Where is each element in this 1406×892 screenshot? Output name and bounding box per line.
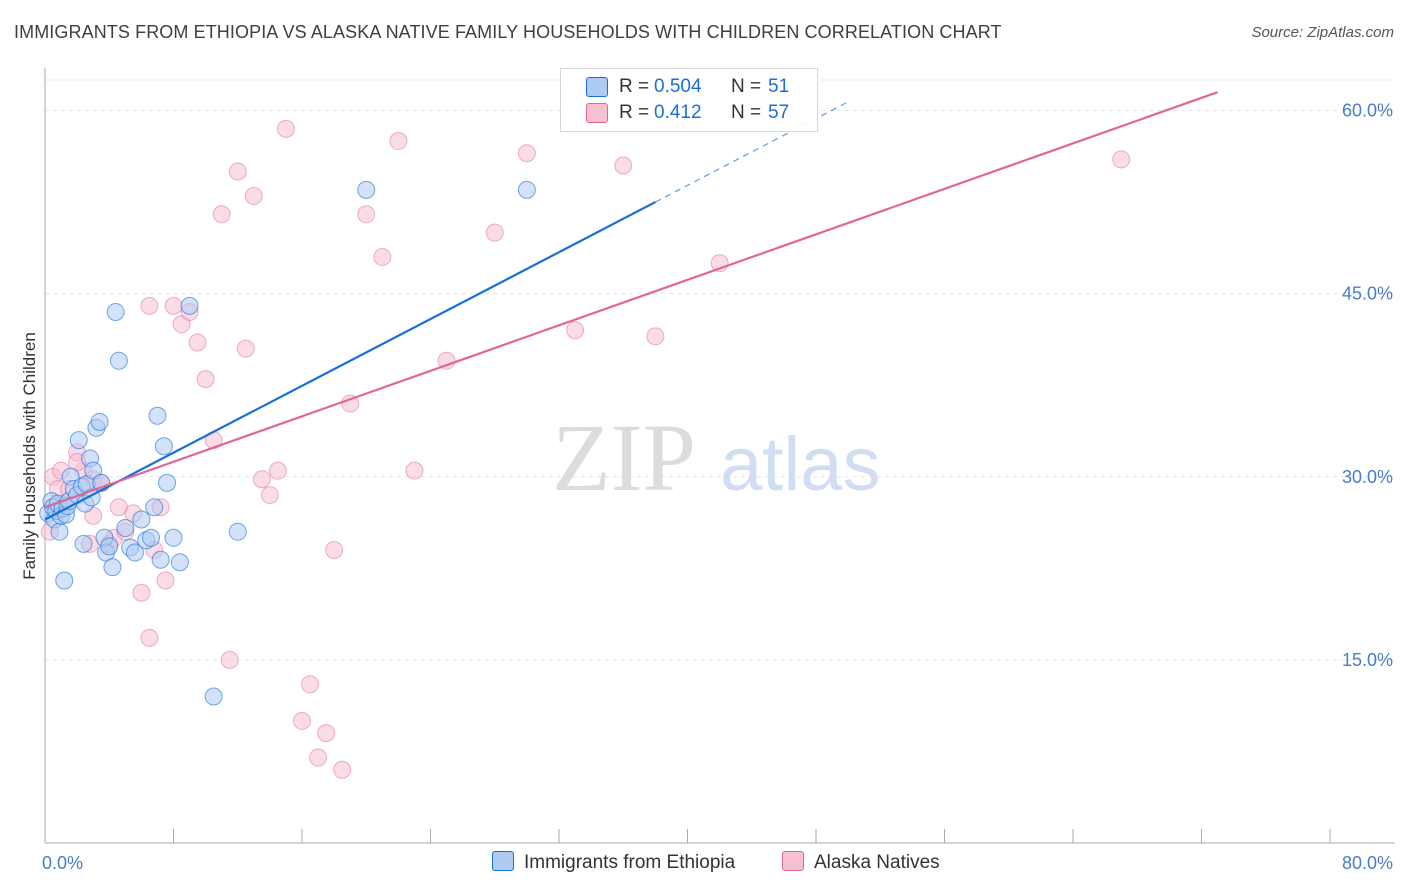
data-point-alaska bbox=[140, 296, 159, 315]
watermark-zip: ZIP bbox=[552, 404, 696, 511]
data-point-alaska bbox=[389, 132, 408, 151]
data-point-ethiopia bbox=[145, 498, 164, 517]
data-point-alaska bbox=[236, 339, 255, 358]
data-point-ethiopia bbox=[148, 406, 167, 425]
data-point-ethiopia bbox=[55, 571, 74, 590]
x-tick-label-min: 0.0% bbox=[42, 853, 83, 873]
legend-row-ethiopia: R = 0.504 N = 51 bbox=[561, 74, 817, 100]
x-tick-label-max: 80.0% bbox=[1342, 853, 1393, 873]
data-point-alaska bbox=[260, 486, 279, 505]
n-value: 51 bbox=[768, 76, 790, 97]
data-point-ethiopia bbox=[116, 519, 135, 538]
data-point-ethiopia bbox=[151, 550, 170, 569]
data-point-ethiopia bbox=[69, 431, 88, 450]
legend-item-ethiopia: Immigrants from Ethiopia bbox=[492, 851, 735, 877]
watermark: ZIP atlas bbox=[552, 404, 881, 511]
n-label: N = bbox=[731, 102, 762, 123]
y-tick-labels: 15.0% 30.0% 45.0% 60.0% bbox=[1342, 101, 1393, 670]
data-point-alaska bbox=[317, 724, 336, 743]
chart-title: IMMIGRANTS FROM ETHIOPIA VS ALASKA NATIV… bbox=[14, 22, 1002, 42]
legend-row-alaska: R = 0.412 N = 57 bbox=[561, 100, 817, 126]
data-point-ethiopia bbox=[100, 537, 119, 556]
grid-lines bbox=[45, 79, 1395, 661]
data-point-ethiopia bbox=[74, 534, 93, 553]
n-value: 57 bbox=[768, 102, 790, 123]
data-point-ethiopia bbox=[109, 351, 128, 370]
trend-line-ethiopia bbox=[44, 201, 656, 521]
data-point-alaska bbox=[485, 223, 504, 242]
source-label: Source: ZipAtlas.com bbox=[1251, 24, 1394, 41]
data-point-alaska bbox=[1112, 150, 1131, 169]
data-point-alaska bbox=[196, 370, 215, 389]
data-point-alaska bbox=[517, 144, 536, 163]
data-point-alaska bbox=[268, 461, 287, 480]
data-point-alaska bbox=[293, 711, 311, 730]
data-point-alaska bbox=[220, 650, 239, 669]
watermark-atlas: atlas bbox=[720, 422, 881, 507]
y-tick-label: 15.0% bbox=[1342, 650, 1393, 670]
data-point-ethiopia bbox=[50, 522, 69, 541]
data-point-ethiopia bbox=[164, 528, 183, 547]
r-label: R = bbox=[619, 76, 650, 97]
y-tick-label: 30.0% bbox=[1342, 467, 1393, 487]
correlation-legend: R = 0.504 N = 51 R = 0.412 N = 57 bbox=[560, 68, 818, 132]
data-point-ethiopia bbox=[517, 180, 536, 199]
data-point-alaska bbox=[405, 461, 424, 480]
series-ethiopia-points bbox=[39, 180, 536, 706]
y-tick-label: 45.0% bbox=[1342, 284, 1393, 304]
x-tick-labels: 0.0% 80.0% bbox=[42, 853, 1393, 873]
legend-swatch-pink bbox=[782, 851, 804, 871]
data-point-ethiopia bbox=[180, 296, 199, 315]
data-point-ethiopia bbox=[125, 543, 144, 562]
data-point-alaska bbox=[309, 748, 328, 767]
data-point-alaska bbox=[325, 541, 344, 560]
legend-swatch-blue bbox=[492, 851, 514, 871]
data-point-ethiopia bbox=[103, 558, 122, 577]
data-point-ethiopia bbox=[106, 302, 125, 321]
n-label: N = bbox=[731, 76, 762, 97]
y-tick-label: 60.0% bbox=[1342, 101, 1393, 121]
data-point-ethiopia bbox=[90, 412, 109, 431]
data-point-ethiopia bbox=[228, 522, 247, 541]
data-point-alaska bbox=[341, 394, 360, 413]
data-point-alaska bbox=[646, 327, 665, 346]
data-point-ethiopia bbox=[142, 528, 161, 547]
data-point-alaska bbox=[228, 162, 247, 181]
data-point-ethiopia bbox=[204, 687, 223, 706]
data-point-alaska bbox=[301, 675, 320, 694]
r-value: 0.504 bbox=[654, 76, 702, 97]
data-point-alaska bbox=[333, 760, 352, 779]
data-point-alaska bbox=[140, 628, 159, 647]
axes bbox=[44, 68, 1395, 844]
r-value: 0.412 bbox=[654, 102, 702, 123]
data-point-ethiopia bbox=[154, 437, 173, 456]
data-point-alaska bbox=[373, 248, 392, 267]
legend-swatch-blue bbox=[586, 77, 608, 97]
data-point-alaska bbox=[244, 186, 263, 205]
data-point-alaska bbox=[252, 470, 271, 489]
data-point-ethiopia bbox=[132, 510, 151, 529]
y-axis-label: Family Households with Children bbox=[20, 332, 39, 580]
legend-swatch-pink bbox=[586, 103, 608, 123]
data-point-alaska bbox=[132, 583, 151, 602]
data-point-ethiopia bbox=[158, 473, 177, 492]
data-point-alaska bbox=[566, 321, 585, 340]
data-point-ethiopia bbox=[170, 553, 189, 572]
data-point-alaska bbox=[212, 205, 231, 224]
data-point-alaska bbox=[188, 333, 207, 352]
trend-line-alaska bbox=[44, 91, 1218, 509]
legend-item-alaska: Alaska Natives bbox=[782, 851, 940, 877]
legend-label-ethiopia: Immigrants from Ethiopia bbox=[524, 852, 736, 873]
data-point-alaska bbox=[437, 351, 456, 370]
data-point-alaska bbox=[164, 296, 183, 315]
data-point-alaska bbox=[357, 205, 376, 224]
r-label: R = bbox=[619, 102, 650, 123]
legend-label-alaska: Alaska Natives bbox=[814, 852, 940, 873]
data-point-alaska bbox=[614, 156, 633, 175]
data-point-ethiopia bbox=[357, 180, 376, 199]
data-point-alaska bbox=[276, 119, 295, 138]
data-point-alaska bbox=[156, 571, 175, 590]
